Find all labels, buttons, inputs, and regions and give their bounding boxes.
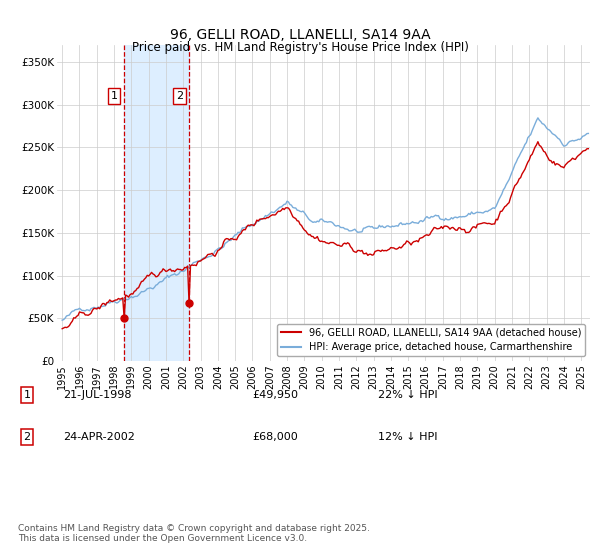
Text: 2: 2 (23, 432, 31, 442)
Text: Price paid vs. HM Land Registry's House Price Index (HPI): Price paid vs. HM Land Registry's House … (131, 40, 469, 54)
Text: 2: 2 (176, 91, 184, 101)
Text: 24-APR-2002: 24-APR-2002 (63, 432, 135, 442)
Bar (124, 45, 189, 361)
Text: 21-JUL-1998: 21-JUL-1998 (63, 390, 131, 400)
Text: £68,000: £68,000 (252, 432, 298, 442)
Text: 22% ↓ HPI: 22% ↓ HPI (378, 390, 437, 400)
Text: 1: 1 (110, 91, 118, 101)
Text: 12% ↓ HPI: 12% ↓ HPI (378, 432, 437, 442)
Legend: 96, GELLI ROAD, LLANELLI, SA14 9AA (detached house), HPI: Average price, detache: 96, GELLI ROAD, LLANELLI, SA14 9AA (deta… (277, 324, 585, 356)
Text: Contains HM Land Registry data © Crown copyright and database right 2025.
This d: Contains HM Land Registry data © Crown c… (18, 524, 370, 543)
Text: 96, GELLI ROAD, LLANELLI, SA14 9AA: 96, GELLI ROAD, LLANELLI, SA14 9AA (170, 28, 430, 42)
Text: £49,950: £49,950 (252, 390, 298, 400)
Text: 1: 1 (23, 390, 31, 400)
